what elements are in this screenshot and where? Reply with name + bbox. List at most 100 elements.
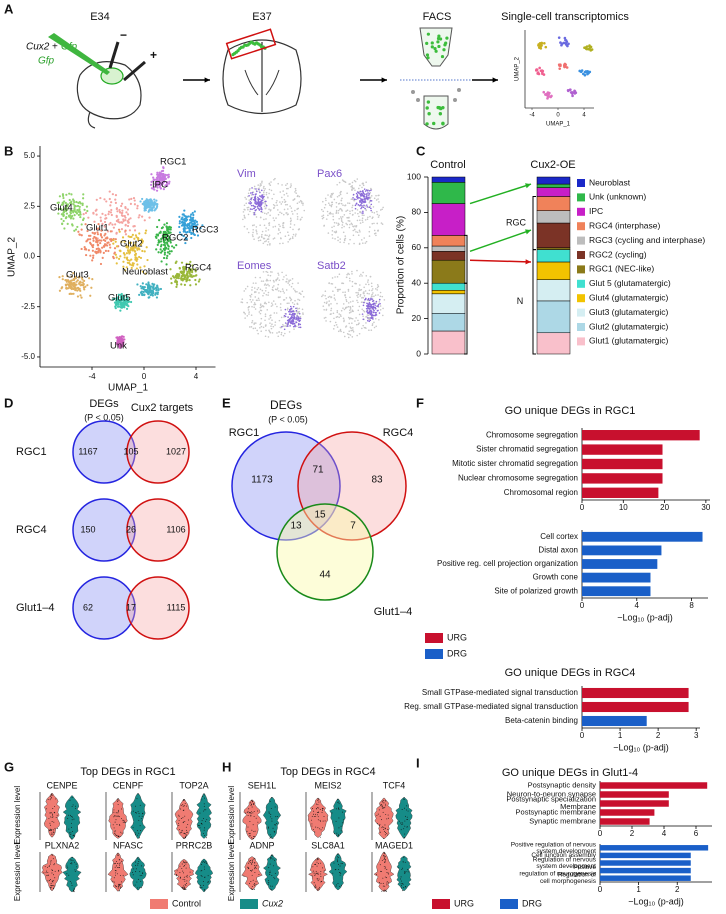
feature-cell bbox=[291, 282, 294, 285]
feature-cell bbox=[246, 228, 249, 230]
jitter-dot bbox=[184, 803, 186, 804]
feature-cell bbox=[254, 205, 256, 208]
cell-dot bbox=[101, 212, 104, 215]
jitter-dot bbox=[179, 877, 181, 879]
jitter-dot bbox=[53, 821, 55, 823]
jitter-dot bbox=[404, 833, 406, 835]
legend-swatch bbox=[577, 265, 585, 274]
feature-cell bbox=[340, 217, 343, 220]
cell-dot bbox=[184, 241, 187, 245]
feature-cell bbox=[257, 200, 260, 203]
cell-dot bbox=[117, 220, 120, 224]
set-label: Glut1–4 bbox=[374, 606, 413, 618]
x-tick-label: 3 bbox=[694, 731, 699, 740]
feature-cell bbox=[247, 231, 250, 234]
feature-cell bbox=[366, 305, 369, 308]
jitter-dot bbox=[381, 819, 382, 821]
sorted-cell bbox=[457, 88, 461, 92]
feature-cell bbox=[351, 280, 354, 283]
feature-cell bbox=[330, 296, 333, 298]
jitter-dot bbox=[119, 824, 120, 825]
cell-dot bbox=[583, 73, 587, 77]
cell-dot bbox=[126, 208, 129, 211]
feature-cell bbox=[365, 307, 368, 310]
cell-dot bbox=[119, 296, 123, 299]
cell-dot bbox=[153, 185, 156, 189]
cell-dot bbox=[125, 244, 128, 247]
cell-dot bbox=[78, 282, 81, 285]
cell-dot bbox=[590, 48, 594, 51]
feature-cell bbox=[360, 301, 363, 304]
jitter-dot bbox=[253, 804, 254, 805]
feature-cell bbox=[359, 204, 361, 207]
jitter-dot bbox=[200, 886, 202, 888]
jitter-dot bbox=[137, 793, 139, 795]
cell-dot bbox=[89, 254, 92, 257]
cell-dot bbox=[113, 297, 116, 301]
feature-cell bbox=[296, 303, 299, 305]
feature-cell bbox=[368, 193, 371, 195]
cell-dot bbox=[544, 45, 548, 49]
jitter-dot bbox=[207, 881, 209, 882]
cell-dot bbox=[164, 233, 168, 237]
cell-dot bbox=[130, 235, 133, 238]
arrow-head bbox=[525, 259, 531, 265]
control-gfp: Gfp bbox=[38, 56, 55, 67]
jitter-dot bbox=[139, 871, 141, 873]
jitter-dot bbox=[246, 812, 248, 814]
feature-cell bbox=[276, 332, 278, 334]
cell-dot bbox=[178, 231, 182, 234]
feature-cell bbox=[333, 317, 335, 320]
jitter-dot bbox=[340, 872, 342, 874]
cell-dot bbox=[101, 222, 104, 225]
venn-count: 15 bbox=[314, 510, 326, 521]
cell-dot bbox=[115, 231, 118, 234]
cluster-label: Glut4 bbox=[50, 203, 73, 214]
cell-dot bbox=[100, 239, 103, 242]
feature-cell bbox=[352, 327, 354, 329]
jitter-dot bbox=[184, 815, 186, 817]
cell-dot bbox=[190, 232, 193, 236]
feature-cell bbox=[253, 238, 255, 241]
feature-cell bbox=[291, 277, 294, 280]
feature-cell bbox=[350, 329, 353, 332]
gfp-cell bbox=[427, 112, 431, 116]
feature-cell bbox=[366, 309, 369, 311]
cell-dot bbox=[180, 261, 184, 264]
jitter-dot bbox=[255, 865, 257, 867]
jitter-dot bbox=[254, 871, 256, 873]
feature-cell bbox=[265, 207, 267, 209]
jitter-dot bbox=[179, 865, 181, 867]
jitter-dot bbox=[249, 870, 251, 871]
feature-cell bbox=[248, 199, 251, 201]
cell-dot bbox=[118, 301, 121, 304]
venn-count: 1115 bbox=[167, 602, 186, 612]
feature-cell bbox=[325, 297, 327, 300]
feature-cell bbox=[285, 280, 287, 283]
feature-cell bbox=[362, 271, 364, 274]
cell-dot bbox=[178, 267, 181, 270]
cell-dot bbox=[71, 214, 74, 218]
cell-dot bbox=[143, 219, 146, 222]
jitter-dot bbox=[47, 874, 49, 876]
jitter-dot bbox=[315, 886, 317, 888]
cell-dot bbox=[128, 259, 131, 262]
jitter-dot bbox=[381, 805, 383, 807]
feature-cell bbox=[247, 306, 250, 309]
legend-swatch bbox=[577, 179, 585, 187]
feature-cell bbox=[349, 280, 351, 282]
jitter-dot bbox=[319, 828, 321, 830]
cell-dot bbox=[178, 274, 181, 278]
feature-cell bbox=[356, 299, 358, 302]
feature-cell bbox=[265, 284, 268, 286]
jitter-dot bbox=[251, 870, 252, 872]
jitter-dot bbox=[113, 816, 115, 818]
jitter-dot bbox=[253, 888, 255, 890]
feature-cell bbox=[297, 317, 299, 319]
jitter-dot bbox=[382, 811, 384, 813]
bar bbox=[582, 715, 647, 727]
feature-cell bbox=[348, 322, 350, 325]
feature-cell bbox=[263, 224, 266, 227]
feature-cell bbox=[362, 309, 365, 312]
jitter-dot bbox=[322, 820, 324, 822]
